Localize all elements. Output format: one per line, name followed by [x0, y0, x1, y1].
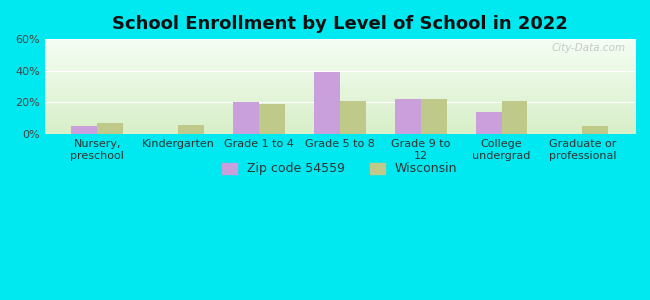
Title: School Enrollment by Level of School in 2022: School Enrollment by Level of School in …	[112, 15, 567, 33]
Bar	[98, 123, 123, 134]
Bar	[233, 102, 259, 134]
Bar	[72, 126, 98, 134]
Legend: Zip code 54559, Wisconsin: Zip code 54559, Wisconsin	[217, 158, 463, 181]
Text: City-Data.com: City-Data.com	[552, 44, 626, 53]
Bar	[476, 112, 502, 134]
Bar	[395, 99, 421, 134]
Bar	[582, 126, 608, 134]
Bar	[421, 99, 447, 134]
Bar	[259, 104, 285, 134]
Bar	[314, 72, 340, 134]
Bar	[340, 101, 366, 134]
Bar	[502, 101, 527, 134]
Bar	[178, 125, 204, 134]
